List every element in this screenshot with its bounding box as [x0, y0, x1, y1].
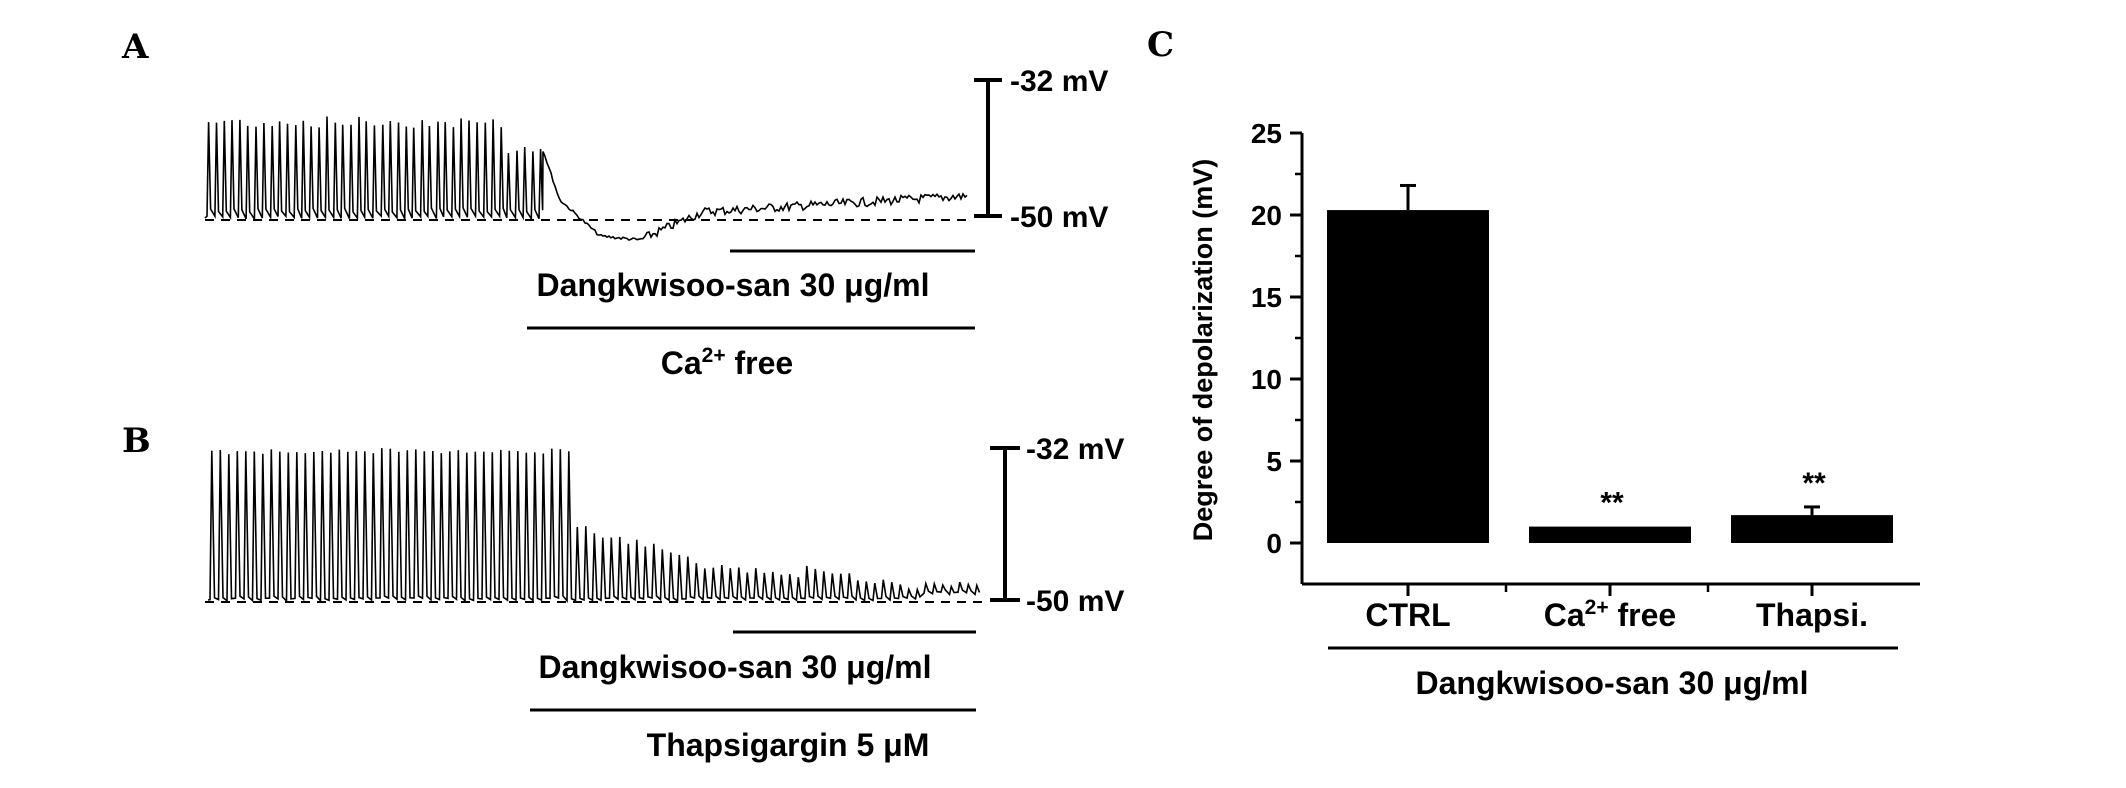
bar-chart: Degree of depolarization (mV) 0 5 10 15 20 25… — [1188, 118, 1920, 701]
trace-a-group: -32 mV -50 mV Dangkwisoo-san 30 μg/ml Ca… — [204, 65, 1108, 381]
panel-label-c: C — [1147, 25, 1174, 65]
y-axis-label: Degree of depolarization (mV) — [1188, 159, 1218, 542]
bar — [1529, 526, 1691, 543]
trace-a-line — [204, 116, 968, 242]
trace-b-condition-label: Thapsigargin 5 μM — [647, 727, 930, 763]
x-tick-label: CTRL — [1365, 597, 1450, 633]
y-tick-label: 5 — [1266, 446, 1282, 477]
y-tick-label: 15 — [1251, 282, 1282, 313]
y-tick-label: 25 — [1251, 118, 1282, 149]
y-tick-label: 0 — [1266, 528, 1282, 559]
trace-b-scale-bottom: -50 mV — [1026, 585, 1124, 618]
y-ticks: 0 5 10 15 20 25 — [1251, 118, 1302, 559]
significance-label: ** — [1600, 487, 1624, 520]
trace-b-treatment-label: Dangkwisoo-san 30 μg/ml — [539, 649, 932, 685]
trace-b-group: -32 mV -50 mV Dangkwisoo-san 30 μg/ml Th… — [205, 433, 1124, 763]
trace-a-scale-bottom: -50 mV — [1010, 201, 1108, 234]
bar — [1731, 515, 1893, 543]
x-tick-label: Ca2+ free — [1544, 596, 1676, 633]
bar — [1327, 210, 1489, 543]
panel-label-b: B — [122, 421, 151, 461]
trace-b-scale-top: -32 mV — [1026, 433, 1124, 466]
panel-label-a: A — [121, 27, 149, 67]
significance-label: ** — [1802, 467, 1826, 500]
x-tick-labels: CTRL Ca2+ free Thapsi. — [1365, 584, 1868, 633]
trace-b-line — [207, 448, 981, 603]
trace-a-scale-top: -32 mV — [1010, 65, 1108, 98]
trace-a-treatment-label: Dangkwisoo-san 30 μg/ml — [537, 267, 930, 303]
y-tick-label: 10 — [1251, 364, 1282, 395]
x-tick-label: Thapsi. — [1756, 597, 1868, 633]
trace-a-condition-label: Ca2+ free — [661, 344, 793, 381]
bars: ** ** — [1327, 183, 1893, 543]
y-tick-label: 20 — [1251, 200, 1282, 231]
group-label: Dangkwisoo-san 30 μg/ml — [1416, 665, 1809, 701]
